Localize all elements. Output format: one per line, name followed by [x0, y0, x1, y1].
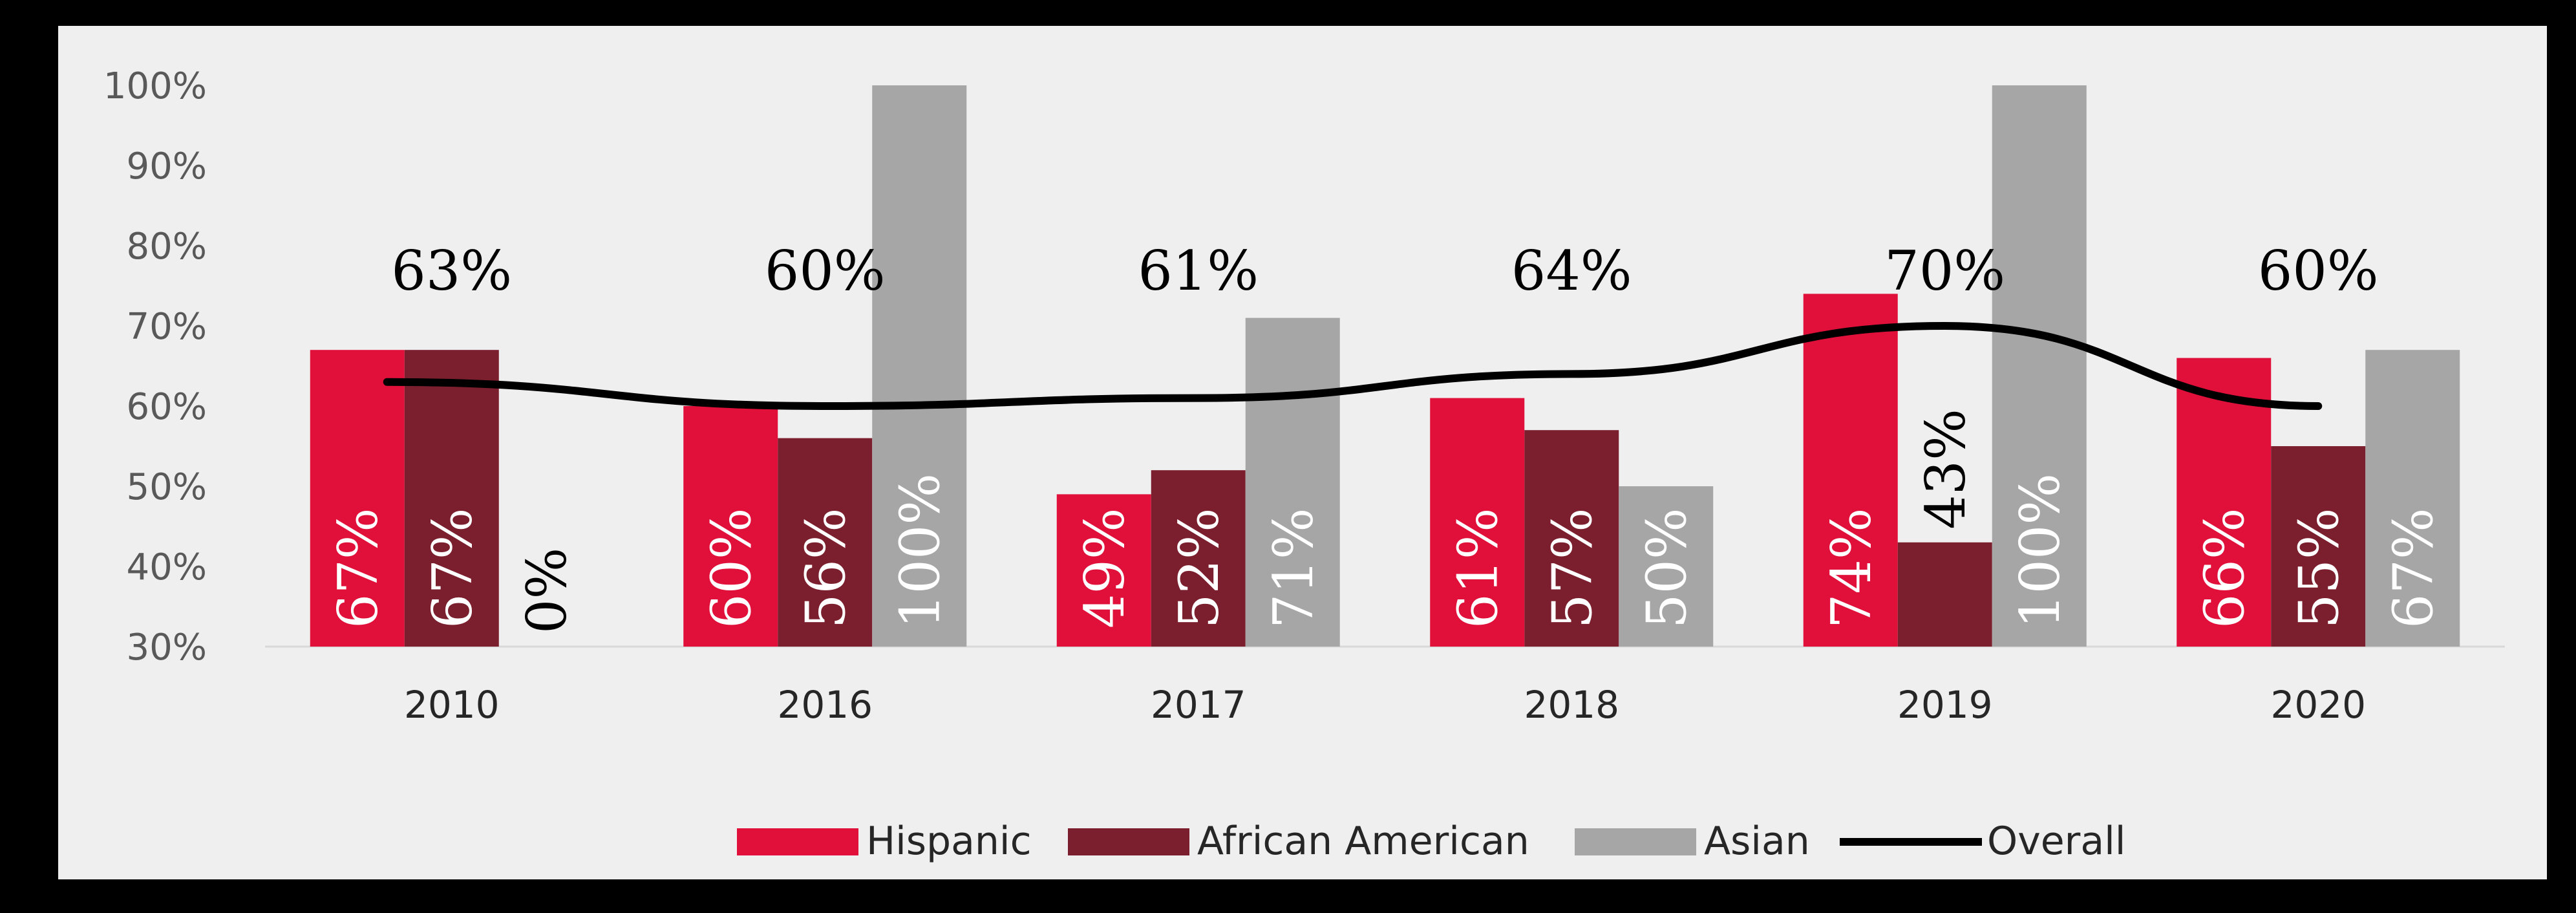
chart-frame: 30% 40% 50% 60% 70% 80% 90% 100% 2010 2016 2017 201… [13, 13, 2563, 896]
bar-hispanic [1430, 398, 1525, 647]
bar-african-american [1897, 542, 1992, 647]
overall-value-label: 64% [1511, 239, 1632, 303]
y-tick-label: 50% [127, 466, 207, 508]
bar-value-label: 71% [1262, 508, 1325, 628]
legend-swatch-african-american [1068, 828, 1189, 855]
overall-line [383, 321, 2323, 411]
bar-value-label: 52% [1167, 508, 1231, 628]
bar-asian [872, 85, 967, 647]
category-label: 2018 [1524, 683, 1619, 727]
legend-swatch-asian [1575, 828, 1696, 855]
chart-svg: 30% 40% 50% 60% 70% 80% 90% 100% 2010 2016 2017 201… [58, 26, 2547, 879]
bar-african-american [404, 350, 499, 647]
category-label: 2019 [1897, 683, 1993, 727]
labels-layer: 67% 60% 49% 61% 74% 66% 67% 56% 52% 57% 43% 55% 0% 10… [326, 239, 2445, 634]
bar-hispanic [1056, 494, 1151, 647]
bar-african-american [778, 438, 873, 647]
category-label: 2017 [1151, 683, 1246, 727]
bar-african-american [1151, 470, 1246, 647]
bar-value-label: 50% [1635, 508, 1698, 628]
y-tick-label: 60% [127, 386, 207, 428]
line-layer [383, 321, 2323, 411]
overall-value-label: 60% [2258, 239, 2379, 303]
bar-value-label: 57% [1540, 508, 1604, 628]
bar-african-american [2271, 446, 2366, 647]
bar-hispanic [310, 350, 405, 647]
bars-layer [310, 85, 2460, 647]
legend-swatch-hispanic [737, 828, 858, 855]
bar-value-label: 60% [699, 508, 763, 628]
bar-value-label: 61% [1446, 508, 1509, 628]
overall-value-label: 61% [1138, 239, 1259, 303]
overall-value-label: 63% [391, 239, 512, 303]
bar-asian [1619, 486, 1714, 647]
legend-label: Overall [1987, 819, 2125, 864]
y-tick-label: 80% [127, 226, 207, 268]
bar-value-label: 43% [1914, 409, 1977, 530]
bar-value-label: 67% [2381, 508, 2445, 628]
bar-value-label: 56% [794, 508, 857, 628]
bar-hispanic [1803, 294, 1898, 647]
bar-value-label: 66% [2193, 508, 2256, 628]
bar-asian [1245, 317, 1340, 647]
bar-value-label: 55% [2287, 508, 2350, 628]
bar-value-label: 74% [1820, 508, 1883, 628]
bar-value-label: 100% [888, 473, 952, 628]
legend-label: Asian [1704, 819, 1810, 864]
y-tick-label: 70% [127, 306, 207, 348]
y-tick-label: 30% [127, 627, 207, 669]
bar-value-label: 0% [515, 548, 579, 634]
category-label: 2016 [777, 683, 873, 727]
legend-label: African American [1197, 819, 1529, 864]
bar-asian [2365, 350, 2460, 647]
y-tick-label: 100% [103, 65, 207, 107]
bar-hispanic [683, 406, 778, 647]
bar-value-label: 67% [326, 508, 390, 628]
category-label: 2020 [2270, 683, 2366, 727]
legend-label: Hispanic [866, 819, 1032, 864]
y-tick-label: 90% [127, 145, 207, 188]
category-label: 2010 [404, 683, 500, 727]
y-tick-label: 40% [127, 546, 207, 588]
legend-layer: Hispanic African American Asian Overall [737, 819, 2125, 864]
bar-african-american [1524, 430, 1619, 647]
bar-value-label: 100% [2008, 473, 2072, 628]
bar-value-label: 67% [421, 508, 484, 628]
overall-value-label: 70% [1884, 239, 2005, 303]
bar-value-label: 49% [1073, 508, 1136, 628]
overall-value-label: 60% [765, 239, 886, 303]
bar-asian [1992, 85, 2087, 647]
axis-layer: 30% 40% 50% 60% 70% 80% 90% 100% 2010 2016 2017 201… [103, 65, 2505, 727]
